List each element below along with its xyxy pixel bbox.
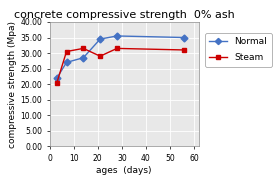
- Normal: [183, 36, 186, 39]
- Steam: [55, 82, 59, 84]
- Line: Normal: Normal: [54, 33, 187, 80]
- Normal: [99, 38, 102, 40]
- Normal: [115, 35, 119, 37]
- Normal: [55, 77, 59, 79]
- Normal: [65, 61, 68, 64]
- Steam: [183, 49, 186, 51]
- Legend: Normal, Steam: Normal, Steam: [205, 33, 272, 67]
- Steam: [65, 50, 68, 53]
- Steam: [99, 55, 102, 57]
- Title: concrete compressive strength  0% ash: concrete compressive strength 0% ash: [14, 10, 235, 20]
- X-axis label: ages  (days): ages (days): [96, 166, 152, 175]
- Normal: [82, 57, 85, 59]
- Line: Steam: Steam: [54, 46, 187, 85]
- Steam: [115, 47, 119, 50]
- Y-axis label: compressive strength (Mpa): compressive strength (Mpa): [8, 21, 17, 148]
- Steam: [82, 47, 85, 50]
